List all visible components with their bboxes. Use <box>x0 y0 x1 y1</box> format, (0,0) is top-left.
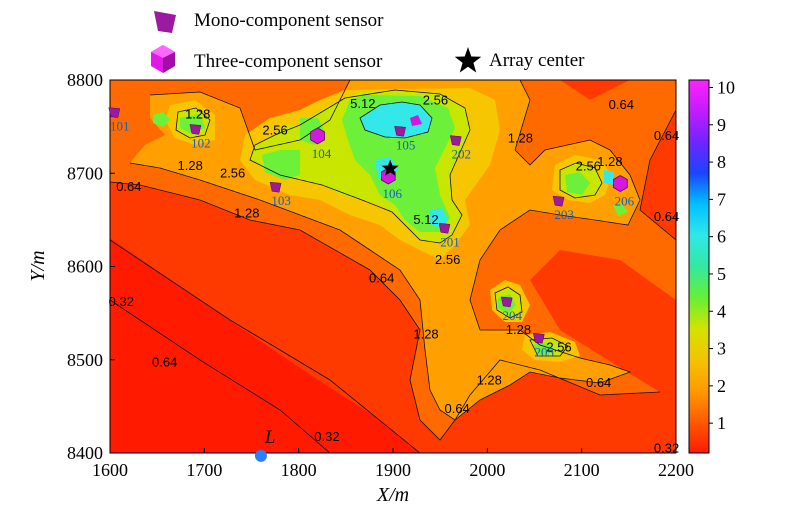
mono-sensor-marker <box>500 296 513 308</box>
contour-label: 0.64 <box>369 271 394 286</box>
three-sensor-legend-icon <box>151 45 175 73</box>
sensor-id-label: 103 <box>271 193 291 208</box>
contour-label: 1.28 <box>178 158 203 173</box>
mono-sensor-marker <box>269 181 282 193</box>
x-tick-label: 1900 <box>375 460 411 480</box>
mono-sensor-marker <box>108 107 121 118</box>
colorbar-tick-label: 1 <box>717 413 726 433</box>
y-tick-label: 8400 <box>67 443 103 463</box>
colorbar-tick-label: 9 <box>717 115 726 135</box>
colorbar-tick-label: 5 <box>717 264 726 284</box>
sensor-id-label: 202 <box>452 147 472 162</box>
contour-labels: 1.281.28 2.562.565.12 2.561.280.640.640.64… <box>109 93 680 456</box>
colorbar-tick-label: 8 <box>717 152 726 172</box>
array-center-legend-icon <box>454 47 482 73</box>
colorbar-ticks: 1 2 3 4 5 6 7 8 9 10 <box>709 77 735 433</box>
point-l-label: L <box>264 427 276 448</box>
array-center-star <box>381 159 399 176</box>
contour-label: 2.56 <box>576 159 601 174</box>
mono-sensor-marker <box>438 222 451 234</box>
legend-center-label: Array center <box>489 50 585 71</box>
colorbar-tick-label: 10 <box>717 77 735 97</box>
three-sensor-marker <box>613 175 628 192</box>
contour-label: 2.56 <box>546 340 571 355</box>
sensor-id-label: 104 <box>312 146 332 161</box>
mono-sensor-legend-icon <box>154 11 176 33</box>
plot-area: 1.281.28 2.562.565.12 2.561.280.640.640.64… <box>108 79 680 456</box>
legend-three-label: Three-component sensor <box>194 51 383 72</box>
contour-label: 1.28 <box>506 322 531 337</box>
contour-label: 1.28 <box>413 327 438 342</box>
contour-label: 0.64 <box>444 401 469 416</box>
colorbar-tick-label: 2 <box>717 376 726 396</box>
contour-label: 0.32 <box>654 440 679 455</box>
mono-sensor-marker <box>532 333 545 344</box>
x-tick-label: 1700 <box>186 460 222 480</box>
y-tick-label: 8600 <box>67 257 103 277</box>
contour-lines <box>110 80 676 453</box>
sensor-id-label: 105 <box>396 137 416 152</box>
colorbar: 1 2 3 4 5 6 7 8 9 10 <box>688 77 735 454</box>
contour-label: 2.56 <box>435 252 460 267</box>
sensor-id-label: 101 <box>110 119 130 134</box>
contour-label: 0.64 <box>654 128 679 143</box>
sensor-id-label: 205 <box>535 344 555 359</box>
contour-label: 0.64 <box>116 179 141 194</box>
colorbar-tick-label: 3 <box>717 339 726 359</box>
legend-mono-label: Mono-component sensor <box>194 10 384 31</box>
mono-sensor-marker <box>189 124 202 135</box>
contour-label: 5.12 <box>350 96 375 111</box>
y-axis-label: Y/m <box>27 250 49 281</box>
y-tick-label: 8800 <box>67 70 103 90</box>
x-tick-label: 2000 <box>469 460 505 480</box>
contour-fill <box>110 80 676 453</box>
y-tick-label: 8500 <box>67 350 103 370</box>
mono-sensor-marker <box>394 126 406 137</box>
sensor-id-label: 106 <box>383 186 403 201</box>
y-tick-label: 8700 <box>67 163 103 183</box>
sensor-id-label: 102 <box>191 135 211 150</box>
colorbar-tick-label: 6 <box>717 227 726 247</box>
mono-sensor-marker <box>449 135 462 146</box>
contour-label: 2.56 <box>220 165 245 180</box>
x-tick-label: 1800 <box>281 460 317 480</box>
contour-label: 0.64 <box>586 375 611 390</box>
colorbar-tick-label: 7 <box>717 189 726 209</box>
x-tick-label: 2100 <box>564 460 600 480</box>
three-sensor-marker <box>310 127 325 145</box>
y-axis: 8400 8500 8600 8700 8800 <box>67 70 115 463</box>
colorbar-tick-label: 4 <box>717 301 726 321</box>
contour-label: 1.28 <box>597 154 622 169</box>
contour-label: 2.56 <box>423 93 448 108</box>
x-axis: 1600 1700 1800 1900 2000 2100 2200 <box>92 448 694 480</box>
x-tick-label: 1600 <box>92 460 128 480</box>
contour-label: 5.12 <box>413 212 438 227</box>
x-axis-label: X/m <box>376 484 409 504</box>
contour-label: 1.28 <box>234 205 259 220</box>
point-l-marker <box>254 449 267 462</box>
contour-label: 0.32 <box>109 294 134 309</box>
x-tick-label: 2200 <box>658 460 694 480</box>
contour-label: 1.28 <box>477 372 502 387</box>
legend: Mono-component sensor Three-component se… <box>151 10 585 73</box>
contour-label: 0.32 <box>314 429 339 444</box>
contour-label: 0.64 <box>654 209 679 224</box>
contour-label: 1.28 <box>185 107 210 122</box>
sensors: 101 102 103 105 202 203 201 204 205 104 106 206 <box>108 107 635 359</box>
sensor-id-label: 204 <box>502 308 522 323</box>
sensor-id-label: 203 <box>554 207 574 222</box>
sensor-id-label: 201 <box>440 234 460 249</box>
mono-sensor-marker <box>552 195 565 207</box>
colorbar-gradient <box>688 79 710 454</box>
sensor-id-label: 206 <box>615 194 635 209</box>
contour-label: 0.64 <box>152 355 177 370</box>
contour-label: 2.56 <box>262 122 287 137</box>
contour-label: 1.28 <box>508 131 533 146</box>
contour-label: 0.64 <box>609 97 634 112</box>
